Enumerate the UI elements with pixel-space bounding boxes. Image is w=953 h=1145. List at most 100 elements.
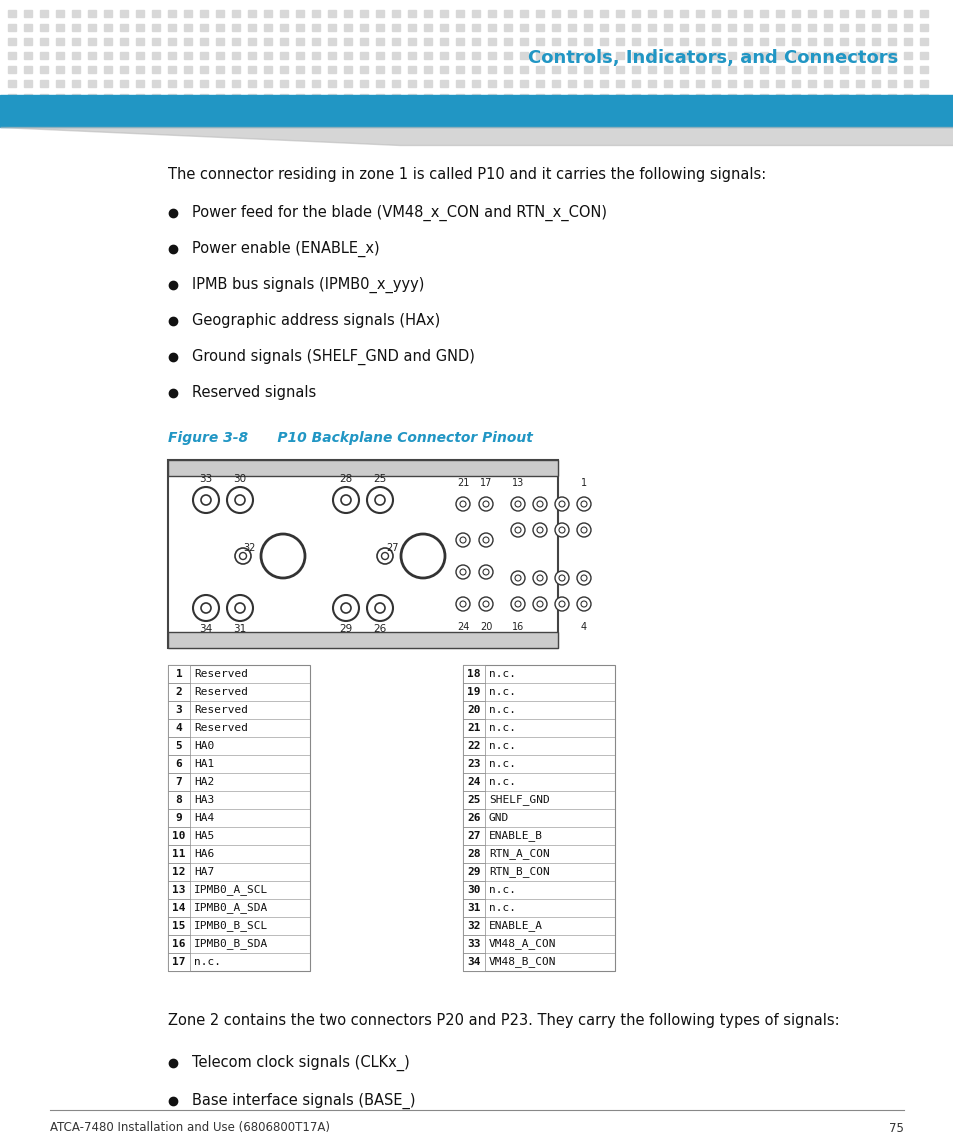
Bar — [215, 38, 224, 45]
Bar — [248, 80, 255, 87]
Bar — [760, 66, 767, 73]
Circle shape — [577, 497, 590, 511]
Circle shape — [482, 601, 489, 607]
Bar — [295, 38, 304, 45]
Bar — [168, 791, 190, 810]
Text: 10: 10 — [172, 831, 186, 840]
Bar — [503, 52, 512, 60]
Bar — [871, 66, 879, 73]
Circle shape — [478, 534, 493, 547]
Bar — [583, 38, 592, 45]
Bar — [616, 80, 623, 87]
Bar — [40, 10, 48, 17]
Bar — [552, 80, 559, 87]
Bar — [264, 94, 272, 101]
Bar — [375, 24, 384, 31]
Bar — [232, 10, 240, 17]
Bar — [743, 80, 751, 87]
Bar — [168, 953, 190, 971]
Text: Geographic address signals (HAx): Geographic address signals (HAx) — [192, 314, 439, 329]
Bar — [312, 80, 319, 87]
Bar — [519, 66, 527, 73]
Bar — [647, 66, 656, 73]
Bar — [462, 953, 484, 971]
Bar — [823, 66, 831, 73]
Bar — [599, 24, 607, 31]
Text: 29: 29 — [339, 624, 353, 634]
Bar — [791, 94, 800, 101]
Bar — [791, 24, 800, 31]
Bar — [663, 66, 671, 73]
Bar — [807, 52, 815, 60]
Bar — [855, 66, 863, 73]
Bar — [8, 38, 16, 45]
Bar — [392, 66, 399, 73]
Bar — [423, 24, 432, 31]
Bar — [536, 52, 543, 60]
Bar — [616, 66, 623, 73]
Bar — [200, 10, 208, 17]
Bar — [456, 52, 463, 60]
Bar — [248, 52, 255, 60]
Bar — [791, 52, 800, 60]
Bar — [775, 94, 783, 101]
Bar — [647, 24, 656, 31]
Bar — [280, 24, 288, 31]
Bar — [711, 24, 720, 31]
Bar — [711, 66, 720, 73]
Bar — [791, 80, 800, 87]
Bar — [887, 94, 895, 101]
Bar — [168, 773, 190, 791]
Bar — [232, 94, 240, 101]
Circle shape — [511, 497, 524, 511]
Bar — [631, 94, 639, 101]
Bar — [840, 52, 847, 60]
Bar — [488, 38, 496, 45]
Text: IPMB0_A_SDA: IPMB0_A_SDA — [193, 902, 268, 914]
Bar — [519, 52, 527, 60]
Circle shape — [577, 523, 590, 537]
Text: HA6: HA6 — [193, 848, 214, 859]
Text: 16: 16 — [512, 622, 523, 632]
Bar — [120, 94, 128, 101]
Bar — [408, 38, 416, 45]
Text: 5: 5 — [175, 741, 182, 751]
Circle shape — [555, 523, 568, 537]
Bar — [168, 94, 175, 101]
Bar — [503, 38, 512, 45]
Bar — [663, 52, 671, 60]
Circle shape — [459, 569, 465, 575]
Bar — [855, 52, 863, 60]
Bar — [647, 38, 656, 45]
Bar — [120, 10, 128, 17]
Bar — [215, 80, 224, 87]
Bar — [696, 94, 703, 101]
Bar — [519, 24, 527, 31]
Bar — [24, 66, 32, 73]
Bar — [536, 38, 543, 45]
Circle shape — [333, 487, 358, 513]
Bar — [903, 80, 911, 87]
Bar — [807, 94, 815, 101]
Text: 8: 8 — [175, 795, 182, 805]
Circle shape — [333, 595, 358, 621]
Bar — [280, 80, 288, 87]
Text: n.c.: n.c. — [489, 759, 516, 769]
Circle shape — [580, 527, 586, 534]
Circle shape — [555, 497, 568, 511]
Bar — [24, 52, 32, 60]
Circle shape — [515, 527, 520, 534]
Text: 11: 11 — [172, 848, 186, 859]
Bar — [56, 38, 64, 45]
Bar — [472, 38, 479, 45]
Bar — [328, 94, 335, 101]
Bar — [359, 24, 368, 31]
Bar — [536, 80, 543, 87]
Bar — [760, 38, 767, 45]
Bar — [439, 94, 448, 101]
Bar — [711, 94, 720, 101]
Circle shape — [511, 597, 524, 611]
Bar — [616, 52, 623, 60]
Bar — [503, 24, 512, 31]
Bar — [536, 94, 543, 101]
